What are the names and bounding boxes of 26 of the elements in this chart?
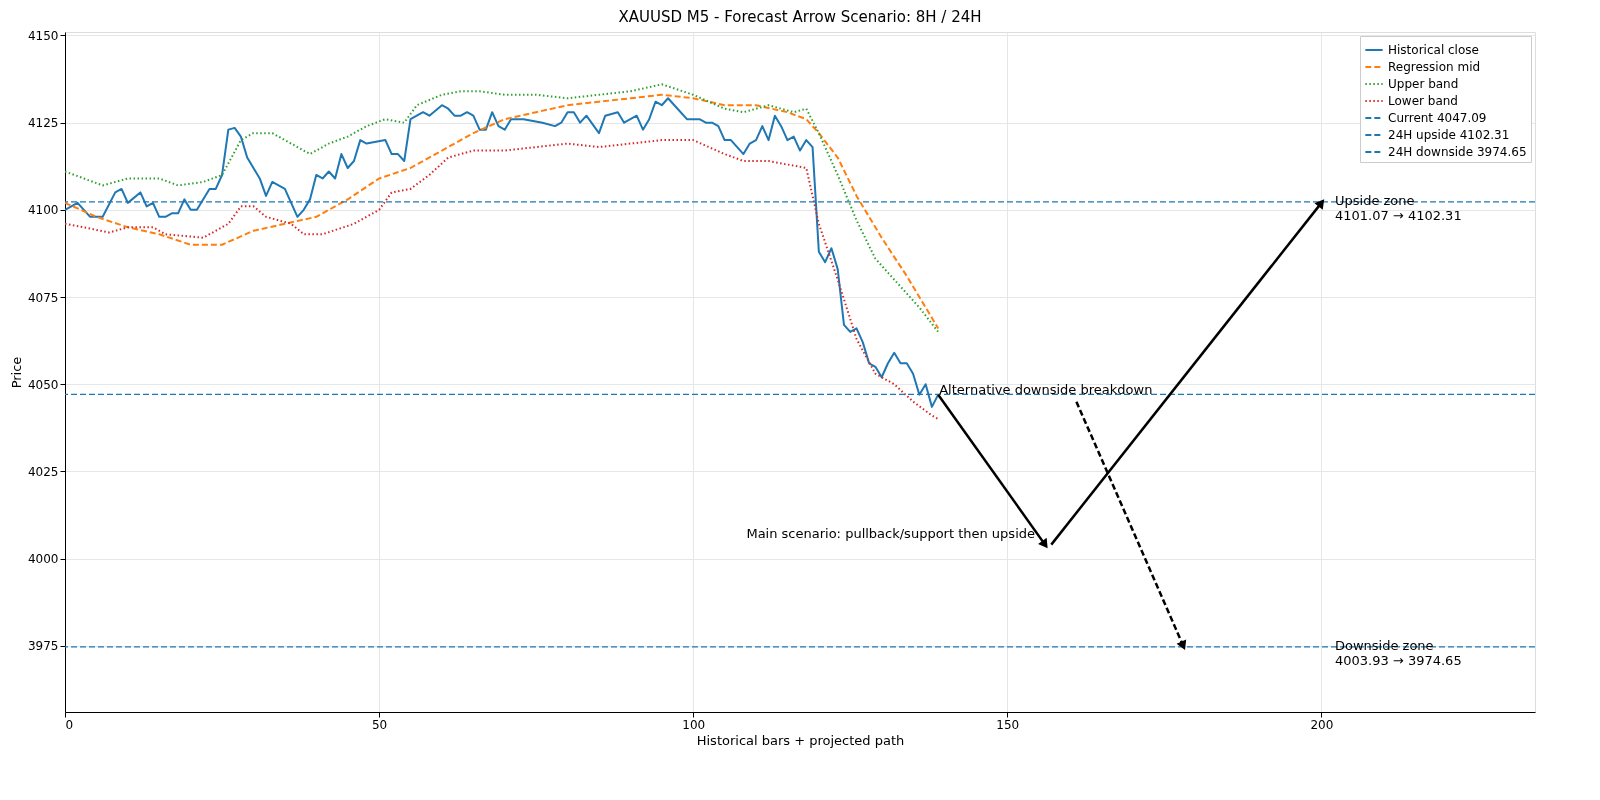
annotation: Main scenario: pullback/support then upside — [746, 525, 1035, 541]
y-tick-label: 4100 — [27, 203, 59, 218]
annotation: Alternative downside breakdown — [939, 382, 1153, 398]
y-tick-label: 4050 — [27, 377, 59, 392]
y-tick-label: 4000 — [27, 552, 59, 567]
x-tick-label: 0 — [65, 717, 74, 732]
y-tick-label: 4150 — [27, 28, 59, 43]
y-tick-label: 4125 — [27, 116, 59, 131]
y-axis-title: Price — [8, 356, 24, 389]
y-tick-label: 4025 — [27, 464, 59, 479]
legend-label: Historical close — [1388, 43, 1479, 57]
x-tick-label: 100 — [682, 717, 706, 732]
legend-label: 24H downside 3974.65 — [1388, 145, 1527, 159]
line-series — [65, 139, 940, 421]
x-tick-label: 200 — [1310, 717, 1334, 732]
chart-title: XAUUSD M5 - Forecast Arrow Scenario: 8H / 24H — [618, 8, 982, 27]
legend-label: Upper band — [1388, 77, 1459, 91]
legend-label: Regression mid — [1388, 60, 1481, 74]
x-axis-title: Historical bars + projected path — [696, 732, 905, 748]
legend-label: Lower band — [1388, 94, 1458, 108]
x-tick-label: 50 — [371, 717, 388, 732]
y-tick-label: 3975 — [27, 639, 59, 654]
legend-label: Current 4047.09 — [1388, 111, 1487, 125]
x-tick-label: 150 — [996, 717, 1020, 732]
legend-label: 24H upside 4102.31 — [1388, 128, 1510, 142]
y-tick-label: 4075 — [27, 290, 59, 305]
